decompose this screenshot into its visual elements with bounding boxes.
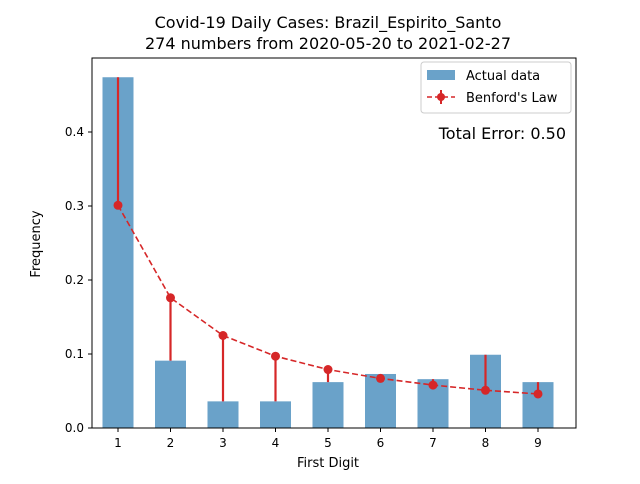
- benford-point-digit-5: [323, 365, 333, 375]
- bar-digit-5: [312, 382, 344, 428]
- legend-label-benfords-law: Benford's Law: [466, 91, 558, 106]
- x-tick-label-5: 5: [324, 436, 332, 450]
- benford-point-digit-8: [481, 385, 490, 395]
- legend: Actual data Benford's Law: [420, 61, 572, 114]
- bar-digit-2: [155, 360, 186, 428]
- x-tick-label-9: 9: [534, 436, 542, 450]
- x-tick-label-8: 8: [482, 436, 490, 450]
- y-tick-label-0.4: 0.4: [65, 125, 84, 139]
- bar-digit-4: [260, 401, 291, 428]
- chart-subtitle: 274 numbers from 2020-05-20 to 2021-02-2…: [145, 34, 511, 53]
- legend-frame: [420, 61, 572, 114]
- bar-digit-6: [365, 373, 396, 428]
- legend-swatch-benford-marker: [437, 93, 445, 101]
- x-tick-label-3: 3: [219, 436, 227, 450]
- y-tick-label-0.0: 0.0: [65, 421, 84, 435]
- y-axis-label: Frequency: [29, 210, 44, 277]
- y-tick-label-0.2: 0.2: [65, 273, 84, 287]
- y-tick-label-0.3: 0.3: [65, 199, 84, 213]
- legend-label-actual-data: Actual data: [466, 69, 540, 84]
- axes-layer: 1 2 3 4 5 6 7 8 9 0.0 0.1 0.2 0.3 0.4: [65, 57, 577, 450]
- benford-point-digit-1: [113, 200, 123, 210]
- benford-line-layer: [113, 200, 543, 399]
- y-tick-label-0.1: 0.1: [65, 347, 84, 361]
- benford-point-digit-2: [166, 293, 175, 303]
- plot-frame: [91, 57, 577, 429]
- bars-layer: [102, 77, 554, 429]
- x-tick-label-4: 4: [272, 436, 280, 450]
- benford-point-digit-9: [533, 389, 543, 399]
- benford-point-digit-6: [376, 373, 385, 383]
- benford-point-digit-3: [218, 331, 228, 340]
- x-tick-label-6: 6: [377, 436, 385, 450]
- x-tick-label-1: 1: [114, 436, 122, 450]
- x-tick-label-7: 7: [429, 436, 437, 450]
- benford-point-digit-4: [271, 351, 280, 361]
- legend-swatch-actual-data: [427, 70, 455, 80]
- benford-point-digit-7: [428, 380, 438, 390]
- error-layer: [116, 77, 540, 402]
- x-axis-label: First Digit: [297, 456, 359, 471]
- x-tick-label-2: 2: [167, 436, 175, 450]
- bar-digit-3: [207, 401, 239, 428]
- total-error-annotation: Total Error: 0.50: [438, 124, 566, 143]
- chart-title: Covid-19 Daily Cases: Brazil_Espirito_Sa…: [155, 13, 502, 33]
